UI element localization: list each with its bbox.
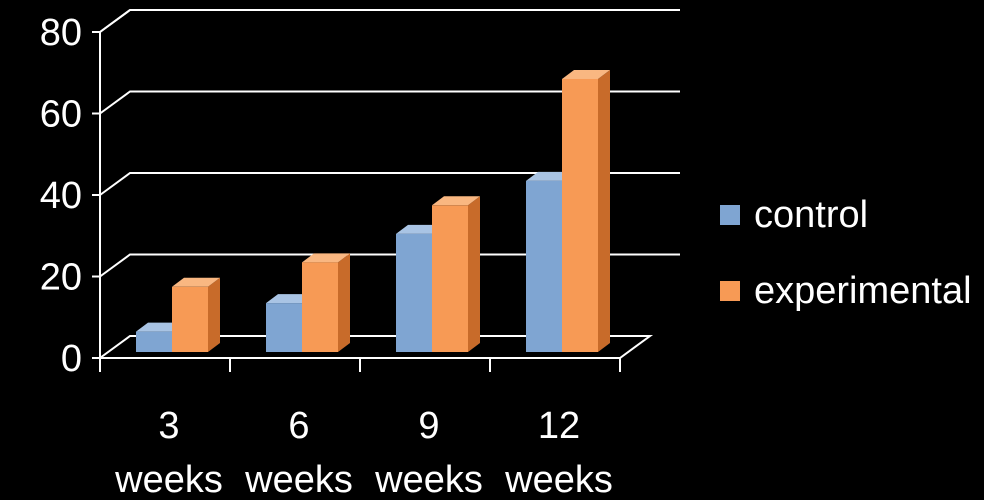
y-tick-label: 60 xyxy=(40,94,82,136)
legend-label-experimental: experimental xyxy=(754,269,972,312)
bar-front xyxy=(562,78,598,352)
y-tick-label: 20 xyxy=(40,257,82,299)
x-tick-label: weeks xyxy=(114,459,223,500)
bar-top xyxy=(562,69,610,79)
bar-side xyxy=(468,196,480,352)
bar-experimental-2 xyxy=(432,196,480,352)
bar-side xyxy=(208,277,220,352)
bar-front xyxy=(172,286,208,352)
bar-front xyxy=(432,205,468,352)
bar-experimental-3 xyxy=(562,69,610,352)
legend-item-control: control xyxy=(720,190,972,240)
bar-front xyxy=(302,262,338,352)
y-axis-top-edge xyxy=(99,9,131,33)
gridline xyxy=(99,90,680,115)
gridline xyxy=(99,9,680,33)
x-tick-label: weeks xyxy=(244,459,353,500)
legend-item-experimental: experimental xyxy=(720,266,972,316)
gridline xyxy=(99,172,680,196)
bar-top xyxy=(172,277,220,287)
bar-experimental-1 xyxy=(302,253,350,352)
legend-swatch-experimental xyxy=(720,281,740,301)
y-tick-label: 0 xyxy=(61,338,82,380)
bars xyxy=(136,69,610,352)
legend-label-control: control xyxy=(754,193,869,236)
x-tick-label: 6 xyxy=(288,405,309,447)
y-tick-label: 80 xyxy=(40,12,82,54)
bar-top xyxy=(302,253,350,263)
x-tick-label: weeks xyxy=(504,459,613,500)
x-tick-label: 3 xyxy=(158,405,179,447)
bar-side xyxy=(338,253,350,352)
bar-front xyxy=(526,180,562,352)
bar-front xyxy=(136,331,172,352)
bar-experimental-0 xyxy=(172,277,220,352)
x-tick-labels: 3 weeks 6 weeks 9 weeks 12 weeks xyxy=(114,405,613,500)
x-tick-label: 9 xyxy=(418,405,439,447)
bar-front xyxy=(266,303,302,352)
y-tick-labels: 0 20 40 60 80 xyxy=(40,12,82,380)
bar-front xyxy=(396,233,432,352)
bar-top xyxy=(432,196,480,206)
bar-side xyxy=(598,69,610,352)
y-tick-label: 40 xyxy=(40,175,82,217)
x-tick-label: weeks xyxy=(374,459,483,500)
axes xyxy=(92,9,621,372)
legend: control experimental xyxy=(720,190,972,342)
x-tick-label: 12 xyxy=(538,405,580,447)
legend-swatch-control xyxy=(720,205,740,225)
gridline xyxy=(99,253,680,278)
